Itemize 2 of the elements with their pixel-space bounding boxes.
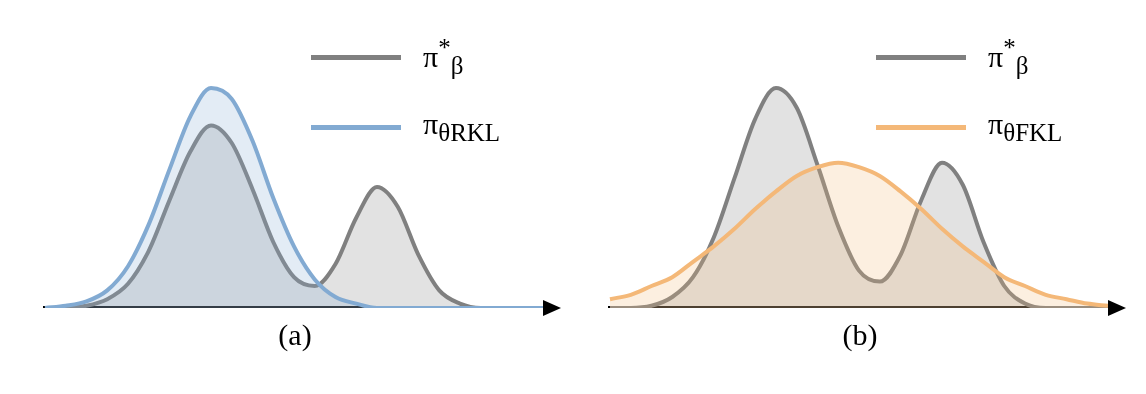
text: (a) xyxy=(277,318,313,352)
text: (b) xyxy=(841,318,879,352)
